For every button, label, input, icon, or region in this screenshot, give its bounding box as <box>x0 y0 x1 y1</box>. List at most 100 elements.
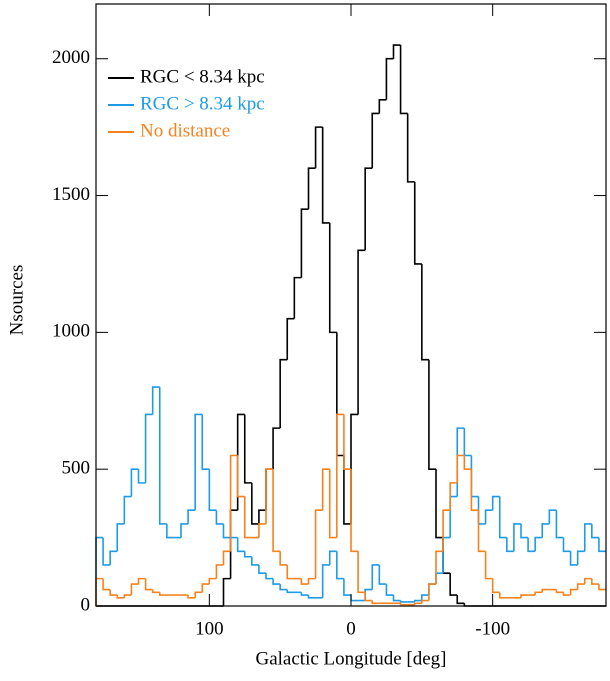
histogram-step <box>272 578 281 585</box>
histogram-step <box>598 537 606 553</box>
histogram-step <box>300 208 309 278</box>
histogram-step <box>576 583 585 590</box>
histogram-step <box>194 413 203 511</box>
histogram-step <box>102 578 111 591</box>
histogram-step <box>484 509 493 524</box>
histogram-step <box>166 523 174 539</box>
histogram-step <box>236 537 245 553</box>
histogram-step <box>130 583 139 596</box>
histogram-step <box>293 276 302 319</box>
histogram-step <box>201 583 210 593</box>
histogram-step <box>116 523 125 552</box>
y-tick-label: 500 <box>62 458 91 479</box>
histogram-step <box>435 572 444 585</box>
histogram-step <box>336 551 344 580</box>
histogram-step <box>215 510 224 525</box>
histogram-step <box>343 455 351 525</box>
y-axis-label: Nsources <box>6 265 27 336</box>
histogram-step <box>527 537 536 553</box>
histogram-step <box>279 551 288 566</box>
histogram-step <box>144 413 153 483</box>
histogram-step <box>548 509 557 524</box>
histogram-step <box>413 602 422 605</box>
histogram-step <box>243 551 252 558</box>
histogram-step <box>491 495 500 511</box>
histogram-step <box>534 591 543 596</box>
histogram-step <box>286 564 295 580</box>
histogram-step <box>229 509 238 579</box>
histogram-step <box>123 594 132 598</box>
histogram-step <box>562 592 571 596</box>
histogram-step <box>470 455 479 498</box>
histogram-step <box>413 599 422 602</box>
histogram-step <box>321 564 330 598</box>
histogram-step <box>520 523 529 539</box>
histogram-step <box>428 583 436 601</box>
histogram-step <box>591 578 599 585</box>
histogram-step <box>555 510 564 539</box>
histogram-step <box>576 550 585 565</box>
histogram-step <box>307 167 316 210</box>
histogram-step <box>350 413 359 524</box>
histogram-step <box>307 595 316 599</box>
histogram-step <box>371 564 380 590</box>
histogram-step <box>123 495 132 524</box>
histogram-step <box>484 551 493 580</box>
y-tick-label: 1500 <box>52 184 90 205</box>
histogram-step <box>506 537 514 553</box>
legend-label: No distance <box>140 120 230 141</box>
histogram-step <box>598 584 606 591</box>
histogram-step <box>569 551 578 566</box>
histogram-step <box>137 469 146 484</box>
histogram-step <box>569 588 578 596</box>
histogram-step <box>328 469 337 539</box>
histogram-step <box>272 427 281 470</box>
histogram-step <box>378 564 387 585</box>
histogram-step <box>258 564 266 574</box>
histogram-step <box>449 495 458 538</box>
histogram-step <box>236 455 245 498</box>
histogram-step <box>321 127 330 224</box>
histogram-step <box>137 577 146 585</box>
histogram-step <box>399 600 408 603</box>
histogram-step <box>435 550 444 585</box>
histogram-step <box>357 249 366 415</box>
histogram-step <box>151 589 160 594</box>
histogram-step <box>215 564 224 579</box>
histogram-step <box>378 98 387 114</box>
histogram-step <box>399 45 408 115</box>
histogram-step <box>251 482 259 525</box>
histogram-step <box>116 595 125 599</box>
histogram-step <box>456 427 465 497</box>
histogram-step <box>258 523 266 538</box>
histogram-step <box>463 428 472 457</box>
histogram-step <box>562 537 571 553</box>
histogram-step <box>456 454 465 483</box>
histogram-step <box>456 595 465 605</box>
y-tick-label: 1000 <box>52 321 90 342</box>
legend-label: RGC < 8.34 kpc <box>140 66 265 87</box>
histogram-step <box>477 496 486 525</box>
histogram-step <box>243 496 252 539</box>
histogram-step <box>222 523 231 539</box>
histogram-step <box>541 588 550 593</box>
histogram-step <box>442 509 451 552</box>
histogram-step <box>413 181 422 265</box>
histogram-step <box>421 263 429 361</box>
histogram-step <box>498 592 507 599</box>
histogram-step <box>470 469 479 512</box>
histogram-step <box>279 358 288 429</box>
y-tick-label: 2000 <box>52 47 90 68</box>
histogram-step <box>534 536 543 552</box>
histogram-step <box>314 509 323 579</box>
histogram-step <box>258 509 266 524</box>
legend-label: RGC > 8.34 kpc <box>140 93 265 114</box>
histogram-step <box>421 599 429 604</box>
histogram-step <box>158 387 167 525</box>
histogram-step <box>286 317 295 360</box>
histogram-step <box>201 414 210 470</box>
histogram-step <box>222 550 231 565</box>
histogram-step <box>180 523 189 538</box>
histogram-step <box>321 468 330 511</box>
histogram-step <box>265 468 274 511</box>
